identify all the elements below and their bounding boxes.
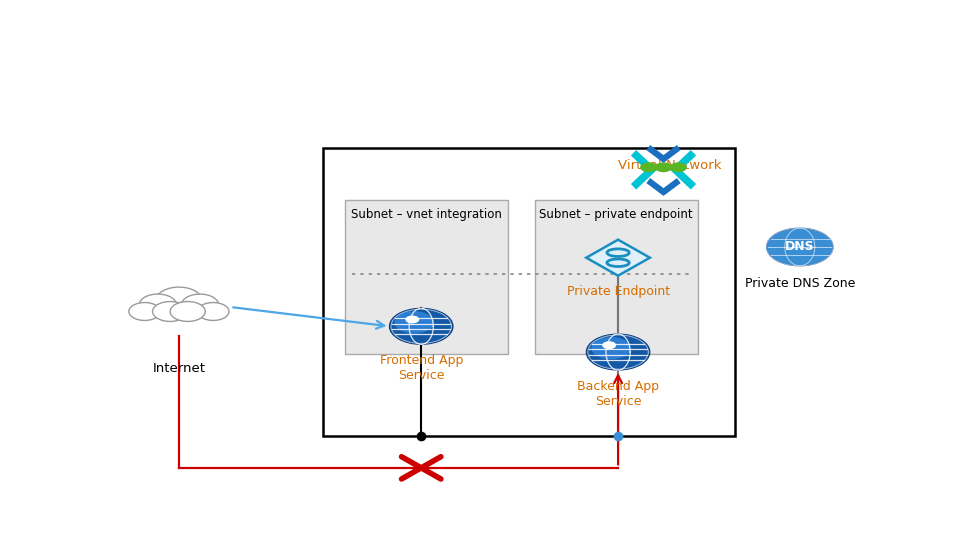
Circle shape <box>182 294 219 315</box>
Text: Subnet – private endpoint: Subnet – private endpoint <box>539 208 693 221</box>
Circle shape <box>655 162 672 172</box>
FancyBboxPatch shape <box>346 200 508 354</box>
Polygon shape <box>586 240 650 276</box>
FancyBboxPatch shape <box>322 148 736 436</box>
FancyBboxPatch shape <box>534 200 698 354</box>
Circle shape <box>170 301 205 321</box>
Circle shape <box>669 162 687 172</box>
Text: Internet: Internet <box>152 362 205 375</box>
Circle shape <box>129 302 160 320</box>
Circle shape <box>197 302 229 320</box>
Circle shape <box>640 162 658 172</box>
Circle shape <box>140 294 176 315</box>
Circle shape <box>591 337 631 359</box>
Text: Subnet – vnet integration: Subnet – vnet integration <box>352 208 502 221</box>
Circle shape <box>602 341 616 349</box>
Text: Backend App
Service: Backend App Service <box>577 379 659 408</box>
Circle shape <box>767 228 833 266</box>
Circle shape <box>156 287 201 313</box>
Text: Private DNS Zone: Private DNS Zone <box>744 277 855 290</box>
Text: Frontend App
Service: Frontend App Service <box>379 354 463 382</box>
Text: Private Endpoint: Private Endpoint <box>567 285 669 298</box>
Text: Virtual Network: Virtual Network <box>618 159 722 172</box>
Circle shape <box>152 301 188 321</box>
Text: DNS: DNS <box>785 241 815 253</box>
Circle shape <box>586 334 650 370</box>
Circle shape <box>395 311 434 334</box>
Circle shape <box>405 315 419 324</box>
Circle shape <box>390 309 453 344</box>
